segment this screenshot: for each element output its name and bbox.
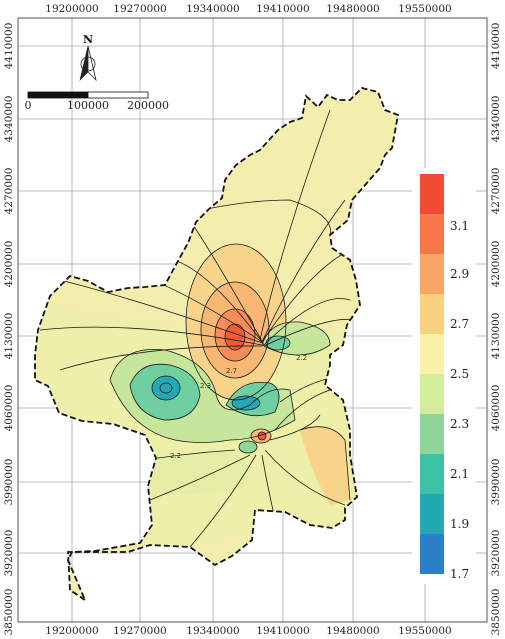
- y-tick-right: 4340000: [490, 96, 502, 143]
- legend-swatch: [420, 334, 444, 374]
- scale-label: 200000: [127, 99, 169, 112]
- x-tick-bottom: 19200000: [45, 625, 98, 637]
- west-min-zone: [152, 376, 180, 400]
- y-tick-left: 4200000: [3, 241, 15, 288]
- legend-label: 1.9: [450, 517, 469, 531]
- legend-label: 2.7: [450, 317, 469, 331]
- north-letter: N: [83, 33, 93, 46]
- legend-swatch: [420, 294, 444, 334]
- east-orange-zone: [300, 426, 350, 505]
- scale-bar: 0 100000 200000: [25, 91, 169, 112]
- x-tick-top: 19270000: [113, 3, 166, 15]
- legend-label: 3.1: [450, 219, 469, 233]
- legend-swatch: [420, 214, 444, 254]
- region-boundary: [34, 87, 400, 603]
- y-tick-right: 4130000: [490, 313, 502, 360]
- contour-label: 2.3: [200, 382, 211, 390]
- x-ticks-bottom: 19200000 19270000 19340000 19410000 1948…: [45, 625, 451, 637]
- x-tick-top: 19410000: [256, 3, 309, 15]
- legend-label: 2.3: [450, 417, 469, 431]
- legend-swatch: [420, 454, 444, 494]
- x-tick-bottom: 19480000: [326, 625, 379, 637]
- y-tick-right: 3990000: [490, 459, 502, 506]
- legend-label: 2.1: [450, 467, 469, 481]
- x-ticks-top: 19200000 19270000 19340000 19410000 1948…: [45, 3, 451, 15]
- contour-label: 2.7: [226, 367, 237, 375]
- legend-swatch: [420, 494, 444, 534]
- x-tick-top: 19480000: [326, 3, 379, 15]
- x-tick-top: 19550000: [398, 3, 451, 15]
- legend-swatch: [420, 254, 444, 294]
- legend-swatch: [420, 374, 444, 414]
- y-tick-left: 3990000: [3, 459, 15, 506]
- y-tick-right: 4270000: [490, 168, 502, 215]
- x-tick-bottom: 19340000: [186, 625, 239, 637]
- legend-label: 2.9: [450, 267, 469, 281]
- x-tick-top: 19200000: [45, 3, 98, 15]
- legend-label: 2.5: [450, 367, 469, 381]
- contour-label: 2.2: [170, 452, 181, 460]
- contour-lines: [39, 109, 356, 548]
- y-tick-right: 4060000: [490, 385, 502, 432]
- y-tick-right: 4410000: [490, 23, 502, 70]
- legend-swatch: [420, 534, 444, 574]
- x-tick-bottom: 19270000: [113, 625, 166, 637]
- y-tick-left: 4340000: [3, 96, 15, 143]
- y-tick-left: 4130000: [3, 313, 15, 360]
- x-tick-bottom: 19550000: [398, 625, 451, 637]
- y-ticks-right: 4410000 4340000 4270000 4200000 4130000 …: [490, 23, 502, 636]
- y-tick-left: 3850000: [3, 589, 15, 636]
- y-tick-left: 4060000: [3, 385, 15, 432]
- north-arrow-icon: N: [79, 33, 97, 82]
- south-dip-zone: [239, 441, 257, 453]
- legend-swatch: [420, 174, 444, 214]
- map-frame: [17, 17, 488, 623]
- x-tick-top: 19340000: [186, 3, 239, 15]
- scale-label: 0: [25, 99, 32, 112]
- peak-zone: [225, 324, 245, 350]
- legend: 3.1 2.9 2.7 2.5 2.3 2.1 1.9 1.7: [420, 174, 469, 581]
- y-tick-left: 3920000: [3, 530, 15, 577]
- legend-label: 1.7: [450, 567, 469, 581]
- contour-label: 2.2: [296, 354, 307, 362]
- y-tick-left: 4270000: [3, 168, 15, 215]
- y-tick-right: 3850000: [490, 589, 502, 636]
- contour-labels: 2.7 2.3 2.2 2.2: [170, 354, 307, 460]
- y-tick-right: 4200000: [490, 241, 502, 288]
- y-ticks-left: 4410000 4340000 4270000 4200000 4130000 …: [3, 23, 15, 636]
- x-tick-bottom: 19410000: [256, 625, 309, 637]
- y-tick-left: 4410000: [3, 23, 15, 70]
- y-tick-right: 3920000: [490, 530, 502, 577]
- scale-label: 100000: [67, 99, 109, 112]
- legend-swatch: [420, 414, 444, 454]
